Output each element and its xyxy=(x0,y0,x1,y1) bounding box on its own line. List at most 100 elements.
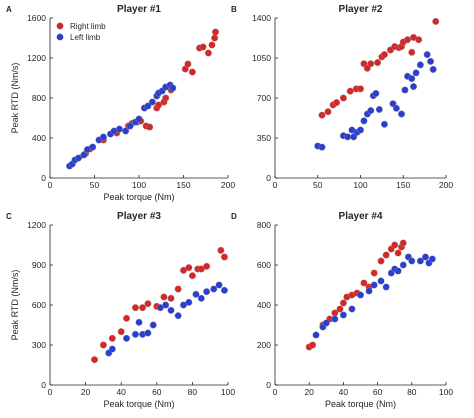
x-axis-label: Peak torque (Nm) xyxy=(103,399,174,409)
data-point xyxy=(408,75,416,83)
data-point xyxy=(374,59,382,67)
data-point xyxy=(188,272,196,280)
data-point xyxy=(204,49,212,57)
panel-letter: B xyxy=(231,5,237,14)
data-point xyxy=(348,305,356,313)
data-point xyxy=(203,262,211,270)
y-tick-label: 900 xyxy=(32,260,46,270)
panel-a: Player #1 A 0 50 100 150 200 0 400 800 1200 1600 Pea… xyxy=(6,4,235,202)
data-point xyxy=(394,267,402,275)
data-point xyxy=(184,60,192,68)
data-point xyxy=(357,126,365,134)
x-tick-label: 150 xyxy=(396,180,410,190)
data-point xyxy=(215,281,223,289)
data-point xyxy=(357,291,365,299)
y-tick-label: 800 xyxy=(32,93,46,103)
data-point xyxy=(167,306,175,314)
data-point xyxy=(377,257,385,265)
y-tick-label: 400 xyxy=(32,133,46,143)
data-point xyxy=(423,51,431,59)
data-point xyxy=(220,286,228,294)
data-point xyxy=(382,283,390,291)
y-tick-label: 600 xyxy=(257,260,271,270)
data-point xyxy=(324,108,332,116)
x-tick-label: 100 xyxy=(439,387,453,397)
data-point xyxy=(394,249,402,257)
data-point xyxy=(336,305,344,313)
data-point xyxy=(410,83,418,91)
series-left-limb xyxy=(105,281,228,357)
data-point xyxy=(80,151,88,159)
x-tick-label: 200 xyxy=(439,180,453,190)
panels: Player #1A0 50 100 150 200040080012001600Pea… xyxy=(6,4,453,409)
panel-d: Player #4 D 0 20 40 60 80 100 0 200 400 600 800 Peak … xyxy=(231,211,453,409)
x-tick-label: 0 xyxy=(273,180,278,190)
data-point xyxy=(339,299,347,307)
data-point xyxy=(185,298,193,306)
data-point xyxy=(357,85,365,93)
data-point xyxy=(210,285,218,293)
data-point xyxy=(217,246,225,254)
data-point xyxy=(89,143,97,151)
data-point xyxy=(360,117,368,125)
data-point xyxy=(122,127,130,135)
y-tick-label: 1600 xyxy=(27,13,46,23)
x-tick-label: 0 xyxy=(48,387,53,397)
data-point xyxy=(146,123,154,131)
data-point xyxy=(139,304,147,312)
x-tick-label: 40 xyxy=(116,387,126,397)
data-point xyxy=(108,334,116,342)
x-tick-label: 0 xyxy=(48,180,53,190)
data-point xyxy=(429,65,437,73)
data-point xyxy=(162,94,170,102)
data-point xyxy=(108,345,116,353)
data-point xyxy=(360,279,368,287)
data-point xyxy=(318,111,326,119)
data-point xyxy=(399,239,407,247)
series-left-limb xyxy=(314,51,437,151)
x-tick-label: 50 xyxy=(90,180,100,190)
x-tick-label: 80 xyxy=(188,387,198,397)
data-point xyxy=(370,281,378,289)
y-axis-label: Peak RTD (Nm/s) xyxy=(10,63,20,134)
series-right-limb xyxy=(318,17,440,119)
data-point xyxy=(415,36,423,44)
data-point xyxy=(99,133,107,141)
x-tick-label: 100 xyxy=(353,180,367,190)
y-axis-label: Peak RTD (Nm/s) xyxy=(10,270,20,341)
y-tick-label: 1050 xyxy=(252,53,271,63)
data-point xyxy=(408,48,416,56)
data-point xyxy=(90,356,98,364)
data-point xyxy=(188,68,196,76)
data-point xyxy=(380,51,388,59)
y-tick-label: 600 xyxy=(32,300,46,310)
data-point xyxy=(339,94,347,102)
x-tick-label: 60 xyxy=(152,387,162,397)
data-point xyxy=(74,154,82,162)
x-tick-label: 0 xyxy=(273,387,278,397)
data-point xyxy=(312,331,320,339)
series-right-limb xyxy=(305,239,407,351)
x-tick-label: 20 xyxy=(81,387,91,397)
data-point xyxy=(135,318,143,326)
data-point xyxy=(367,60,375,68)
data-point xyxy=(309,341,317,349)
data-point xyxy=(370,269,378,277)
data-point xyxy=(167,294,175,302)
panel-title: Player #4 xyxy=(339,211,383,222)
data-point xyxy=(404,36,412,44)
x-tick-label: 100 xyxy=(221,387,235,397)
y-tick-label: 1200 xyxy=(27,220,46,230)
data-point xyxy=(212,28,220,36)
data-point xyxy=(399,261,407,269)
data-point xyxy=(155,101,163,109)
data-point xyxy=(416,61,424,69)
data-point xyxy=(339,311,347,319)
data-point xyxy=(377,277,385,285)
data-point xyxy=(169,84,177,92)
data-point xyxy=(144,102,152,110)
data-point xyxy=(199,43,207,51)
data-point xyxy=(99,341,107,349)
x-tick-label: 60 xyxy=(373,387,383,397)
data-point xyxy=(126,122,134,130)
